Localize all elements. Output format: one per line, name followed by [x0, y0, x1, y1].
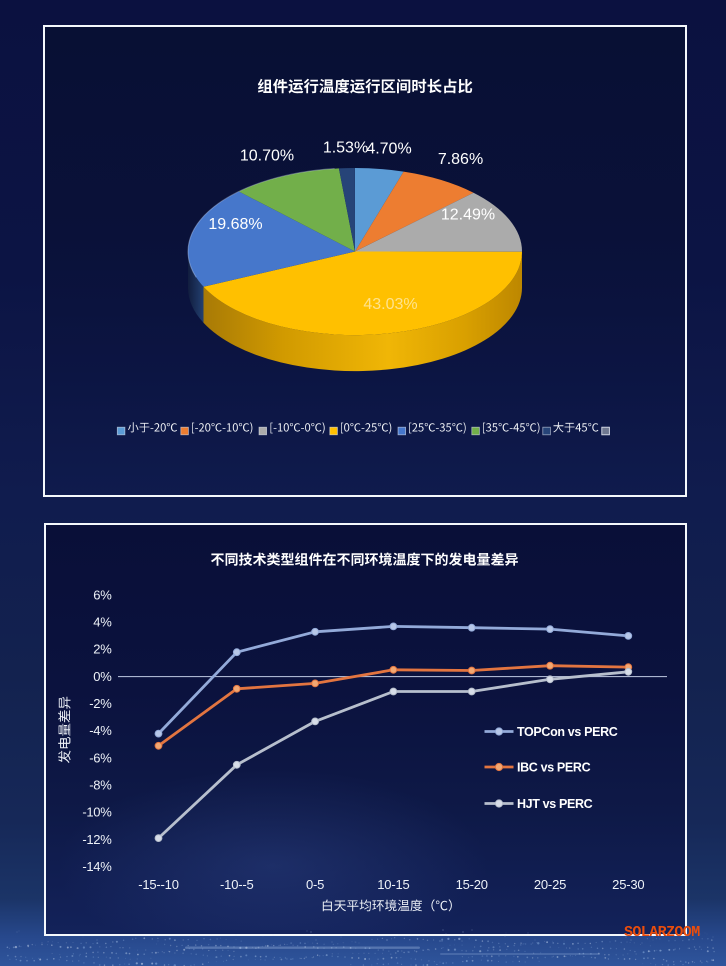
svg-text:25-30: 25-30	[612, 877, 644, 892]
svg-text:6%: 6%	[93, 587, 112, 602]
svg-text:2%: 2%	[93, 642, 112, 657]
svg-text:20-25: 20-25	[534, 877, 566, 892]
svg-text:-8%: -8%	[89, 777, 112, 792]
svg-text:4.70%: 4.70%	[366, 140, 411, 157]
svg-text:-2%: -2%	[89, 696, 112, 711]
svg-text:-12%: -12%	[82, 832, 112, 847]
svg-text:IBC vs PERC: IBC vs PERC	[517, 760, 591, 774]
svg-text:TOPCon vs PERC: TOPCon vs PERC	[517, 725, 618, 739]
svg-text:12.49%: 12.49%	[441, 206, 495, 223]
svg-text:1.53%: 1.53%	[323, 139, 368, 156]
svg-text:4%: 4%	[93, 615, 112, 630]
svg-text:10.70%: 10.70%	[240, 147, 294, 164]
svg-text:-15--10: -15--10	[138, 877, 179, 892]
svg-text:-4%: -4%	[89, 723, 112, 738]
svg-text:19.68%: 19.68%	[208, 216, 262, 233]
svg-text:-6%: -6%	[89, 750, 112, 765]
svg-text:0-5: 0-5	[306, 877, 324, 892]
svg-text:7.86%: 7.86%	[438, 151, 483, 168]
svg-text:43.03%: 43.03%	[363, 296, 417, 313]
svg-text:-10--5: -10--5	[220, 877, 253, 892]
svg-text:HJT vs PERC: HJT vs PERC	[517, 797, 593, 811]
svg-text:10-15: 10-15	[377, 877, 409, 892]
svg-text:0%: 0%	[93, 669, 112, 684]
svg-text:-14%: -14%	[82, 859, 112, 874]
svg-text:15-20: 15-20	[456, 877, 488, 892]
svg-text:-10%: -10%	[82, 805, 112, 820]
